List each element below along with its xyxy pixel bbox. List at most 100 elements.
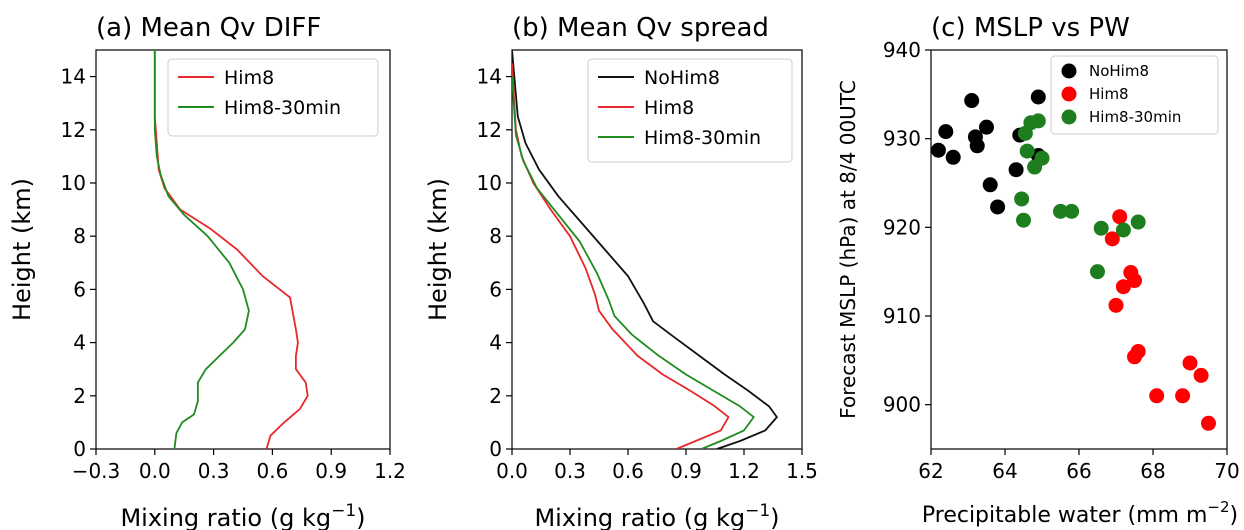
legend-label: Him8	[1089, 85, 1129, 103]
scatter-point-him8	[1130, 343, 1146, 359]
scatter-point-nohim8	[938, 124, 954, 140]
scatter-point-nohim8	[969, 138, 985, 154]
x-tick-label: 64	[992, 459, 1017, 483]
legend-box	[167, 58, 379, 137]
x-axis-label: Mixing ratio (g kg−1)	[534, 501, 779, 530]
scatter-point-nohim8	[964, 93, 980, 109]
scatter-point-him8-30min	[1030, 113, 1046, 129]
scatter-point-him8	[1127, 273, 1142, 289]
chart-title: (a) Mean Qv DIFF	[96, 13, 321, 43]
x-tick-label: 0.9	[315, 459, 347, 483]
scatter-point-him8	[1104, 231, 1120, 247]
x-tick-label: 70	[1214, 459, 1239, 483]
data-area	[512, 50, 778, 449]
x-axis-label: Precipitable water (mm m−2)	[922, 498, 1238, 528]
x-tick-label: −0.3	[72, 459, 121, 483]
series-line-him8	[153, 50, 309, 449]
legend-marker-him8	[1061, 86, 1077, 102]
plot-frame	[511, 49, 803, 450]
y-tick-label: 940	[883, 38, 921, 62]
scatter-point-nohim8	[990, 199, 1006, 215]
legend-label: Him8	[644, 97, 694, 119]
chart-panel-2: 0.0 0.3 0.6 0.9 1.2 1.5 0 2 4 6 8 10 12 14 (b) Mean Qv…	[424, 13, 818, 530]
scatter-point-nohim8	[1030, 89, 1046, 105]
chart-title: (c) MSLP vs PW	[931, 13, 1130, 43]
x-tick-label: 1.2	[374, 459, 406, 483]
legend: Him8 Him8-30min	[167, 58, 379, 137]
legend-label: Him8-30min	[1089, 108, 1181, 126]
legend-label: Him8	[224, 67, 274, 89]
scatter-point-nohim8	[982, 177, 998, 193]
y-tick-label: 10	[477, 171, 502, 195]
legend-marker-him8-30min	[1061, 109, 1077, 125]
scatter-point-him8	[1175, 388, 1191, 404]
legend: NoHim8 Him8 Him8-30min	[1050, 55, 1219, 135]
x-tick-label: 0.6	[612, 459, 644, 483]
scatter-point-him8-30min	[1034, 150, 1050, 166]
y-tick-label: 4	[489, 331, 502, 355]
scatter-point-nohim8	[945, 149, 961, 165]
scatter-point-him8-30min	[1064, 203, 1080, 219]
x-tick-label: 68	[1140, 459, 1165, 483]
legend: NoHim8 Him8 Him8-30min	[587, 58, 793, 163]
scatter-point-nohim8	[979, 119, 994, 135]
chart-title: (b) Mean Qv spread	[512, 13, 769, 43]
scatter-point-nohim8	[1008, 162, 1024, 178]
y-tick-label: 10	[61, 171, 86, 195]
y-axis-label: Height (km)	[8, 178, 36, 321]
scatter-point-him8	[1182, 355, 1198, 371]
legend-box	[587, 58, 793, 163]
chart-panel-1: −0.3 0.0 0.3 0.6 0.9 1.2 0 2 4 6 8 10 12 14 (a) Mean Q…	[8, 13, 406, 530]
scatter-point-him8-30min	[1019, 143, 1035, 159]
scatter-point-him8-30min	[1115, 222, 1131, 238]
x-tick-label: 62	[918, 459, 943, 483]
scatter-point-him8	[1108, 297, 1124, 313]
series-line-him8-30min	[153, 50, 250, 449]
y-axis-label: Height (km)	[424, 178, 452, 321]
y-tick-label: 920	[883, 215, 921, 239]
legend-box	[1050, 55, 1219, 135]
y-tick-label: 8	[489, 224, 502, 248]
scatter-point-him8-30min	[1093, 220, 1109, 236]
y-tick-label: 0	[73, 437, 86, 461]
scatter-point-him8	[1112, 209, 1128, 225]
x-tick-label: 1.5	[786, 459, 818, 483]
y-tick-label: 0	[489, 437, 502, 461]
scatter-point-him8	[1149, 388, 1165, 404]
y-tick-label: 930	[883, 127, 921, 151]
legend-label: NoHim8	[644, 67, 720, 89]
y-tick-label: 12	[477, 118, 502, 142]
y-tick-label: 12	[61, 118, 86, 142]
legend-label: Him8-30min	[644, 127, 761, 149]
y-tick-label: 2	[489, 384, 502, 408]
plot-frame	[95, 49, 391, 450]
x-tick-label: 1.2	[728, 459, 760, 483]
scatter-point-him8-30min	[1090, 264, 1105, 280]
scatter-point-him8	[1115, 279, 1131, 295]
y-tick-label: 2	[73, 384, 86, 408]
x-tick-label: 0.3	[554, 459, 586, 483]
y-axis-label: Forecast MSLP (hPa) at 8/4 00UTC	[836, 80, 860, 419]
y-tick-label: 6	[489, 277, 502, 301]
scatter-point-him8	[1193, 367, 1209, 383]
data-area	[931, 89, 1216, 431]
x-tick-label: 0.9	[670, 459, 702, 483]
y-tick-label: 4	[73, 331, 86, 355]
y-tick-label: 900	[883, 393, 921, 417]
series-line-nohim8	[512, 50, 778, 449]
chart-panel-3: 62 64 66 68 70 900 910 920 930 940 (c) MSLP vs PW F…	[836, 13, 1240, 528]
scatter-point-him8-30min	[1130, 214, 1146, 230]
data-area	[153, 50, 309, 449]
y-tick-label: 910	[883, 304, 921, 328]
scatter-point-him8-30min	[1053, 203, 1068, 219]
scatter-point-him8	[1201, 415, 1216, 431]
series-line-him8-30min	[512, 76, 755, 449]
x-tick-label: 0.0	[139, 459, 171, 483]
x-tick-label: 0.0	[496, 459, 528, 483]
legend-label: NoHim8	[1089, 62, 1149, 80]
y-tick-label: 6	[73, 277, 86, 301]
y-tick-label: 8	[73, 224, 86, 248]
y-tick-label: 14	[61, 65, 86, 89]
legend-marker-nohim8	[1061, 63, 1077, 79]
